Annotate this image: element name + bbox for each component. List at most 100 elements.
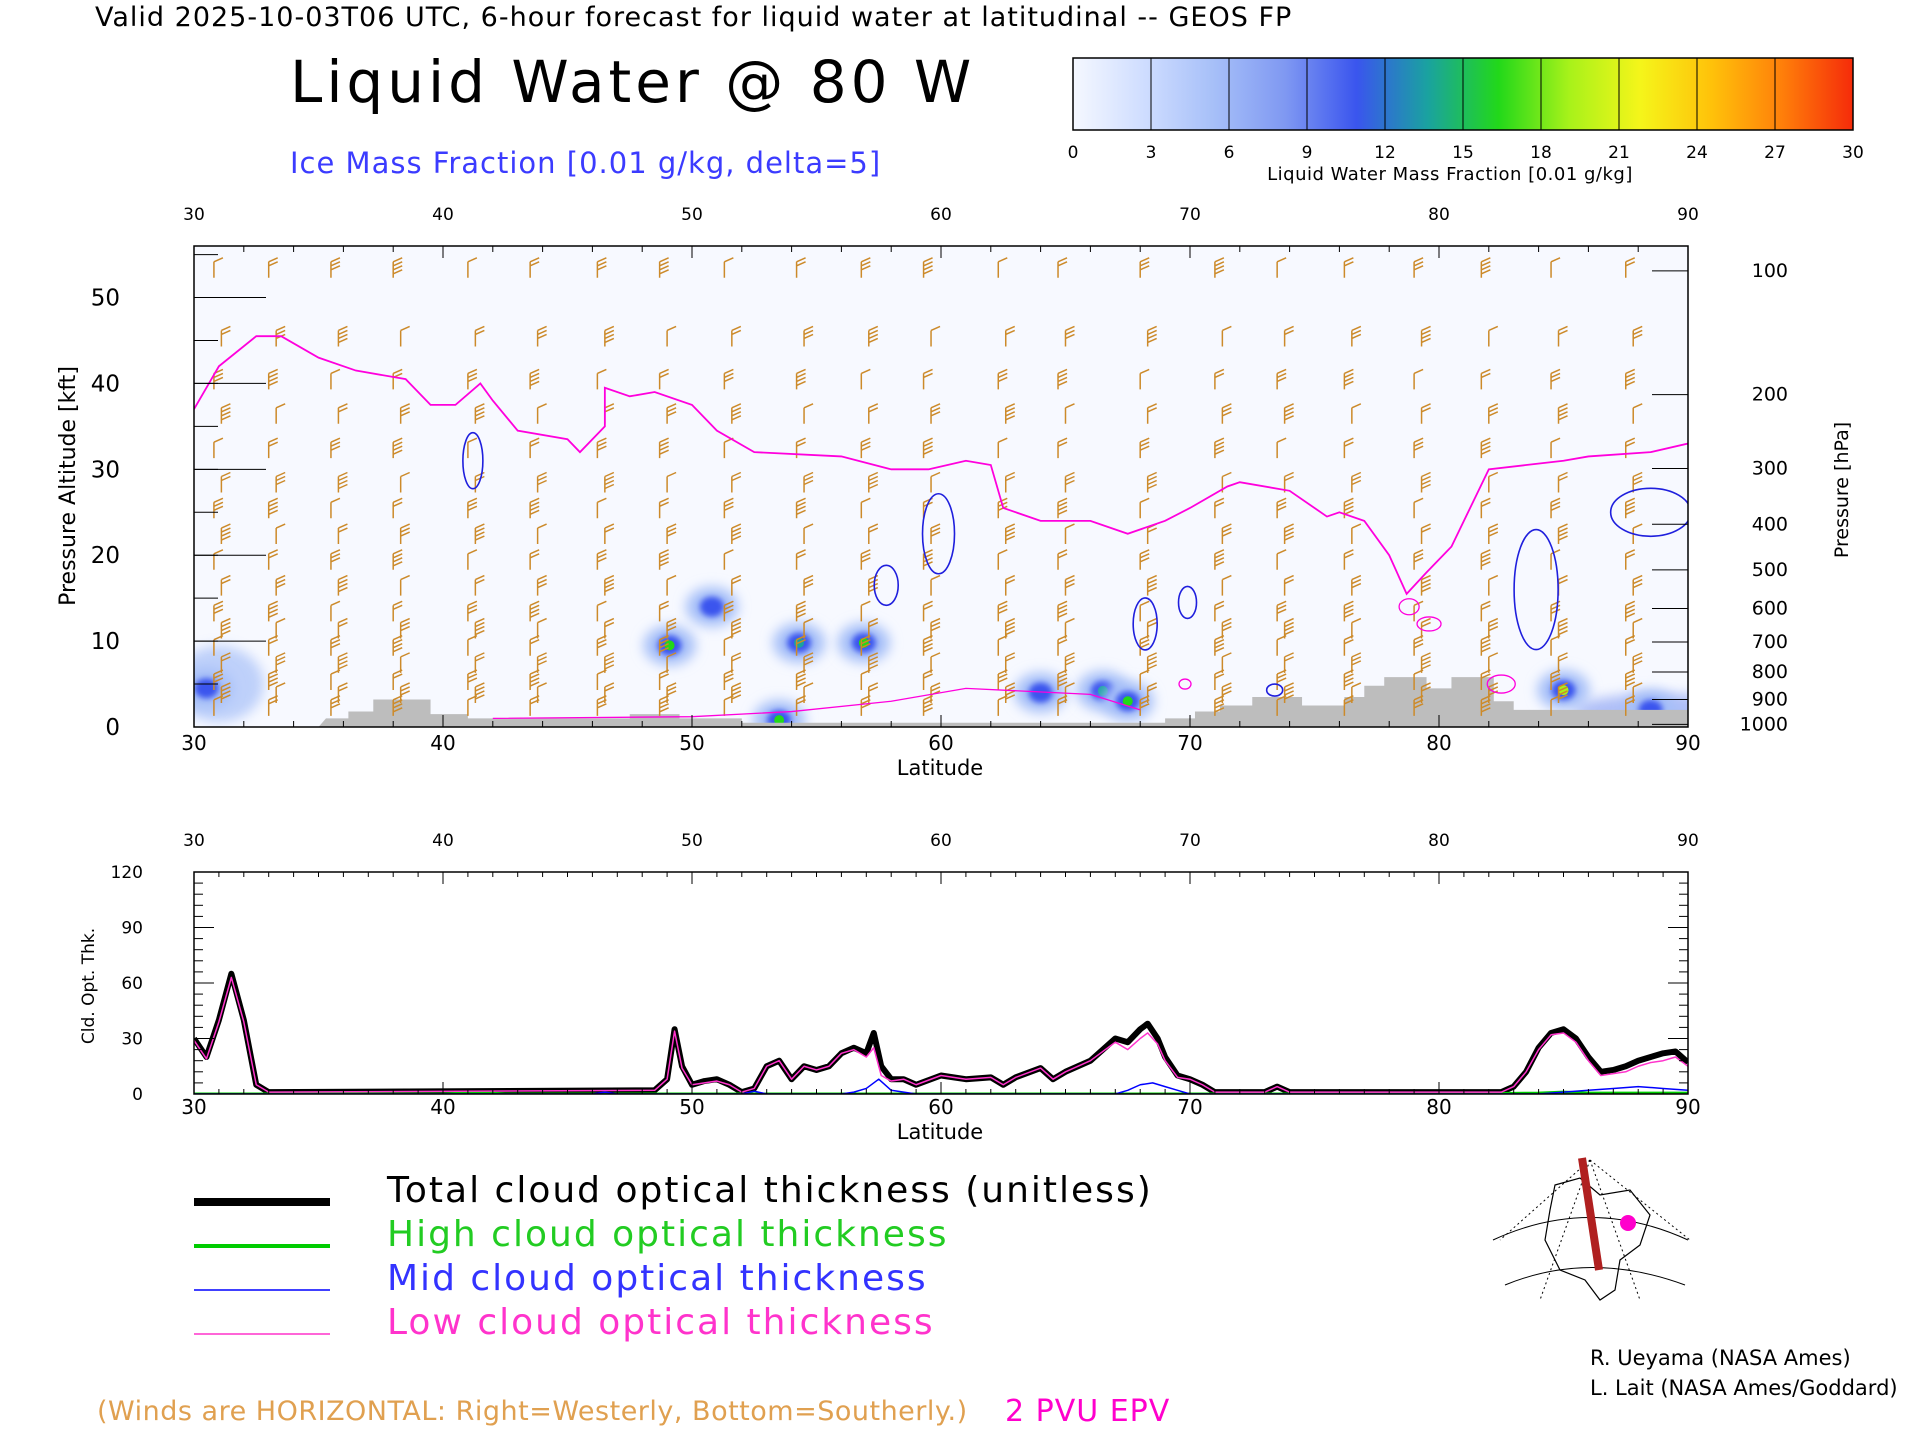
wind-barb: [666, 523, 677, 545]
colorbar-tick-label: 12: [1374, 143, 1396, 163]
wind-barb: [723, 600, 734, 622]
wind-barb: [997, 669, 1008, 691]
wind-barb: [467, 257, 478, 278]
wind-barb: [868, 523, 879, 545]
terrain: [194, 677, 1688, 727]
wind-barb: [1557, 471, 1568, 493]
ice-contour: [1609, 487, 1688, 538]
wind-barb: [1139, 695, 1150, 716]
cot-x-tick-label: 80: [1426, 1095, 1451, 1119]
colorbar-tick-label: 18: [1530, 143, 1552, 163]
wind-barb: [1413, 549, 1424, 570]
wind-barb: [1139, 669, 1150, 691]
wind-barb: [731, 523, 742, 545]
wind-barb: [529, 368, 540, 390]
wind-barb: [529, 437, 540, 459]
y-tick-label: 20: [91, 543, 120, 569]
cot-x-tick-label-top: 70: [1179, 831, 1201, 851]
wind-barb: [1413, 635, 1424, 656]
wind-barb: [1146, 325, 1157, 347]
wind-barb: [474, 325, 485, 347]
cot-x-tick-label-top: 50: [681, 831, 703, 851]
wind-barb: [1351, 471, 1362, 493]
colorbar-tick-label: 0: [1068, 143, 1079, 163]
wind-barb: [330, 549, 341, 570]
wind-barb: [399, 574, 410, 596]
wind-barb: [1146, 652, 1157, 673]
wind-barb: [467, 368, 478, 390]
x-tick-label-top: 60: [930, 205, 952, 225]
wind-barb: [213, 368, 224, 390]
wind-barb: [1480, 669, 1491, 691]
wind-barb: [275, 652, 286, 673]
wind-barb: [474, 403, 485, 424]
colorbar-tick-label: 6: [1224, 143, 1235, 163]
pvu-2-line: [194, 335, 1688, 596]
wind-barb: [1004, 403, 1016, 424]
wind-barb: [1420, 471, 1431, 493]
ice-contour: [1177, 585, 1198, 620]
wind-barb: [1057, 635, 1068, 656]
x-tick-label-top: 50: [681, 205, 703, 225]
y-tick-label: 40: [91, 371, 120, 397]
wind-barb: [658, 635, 669, 656]
cot-frame: [193, 871, 1689, 1095]
wind-barb: [1276, 437, 1287, 459]
wind-barb: [1550, 669, 1561, 691]
wind-barb: [868, 403, 879, 424]
x-tick-label: 80: [1426, 731, 1451, 755]
wind-barb: [658, 257, 669, 278]
wind-barb: [1064, 325, 1075, 347]
wind-barb: [1480, 437, 1491, 459]
wind-barb: [467, 600, 478, 622]
wind-barb: [1632, 403, 1643, 424]
liquid-water-blob: [699, 596, 724, 617]
wind-barb: [1343, 497, 1354, 519]
wind-barb: [1214, 695, 1225, 716]
cot-x-axis-label: Latitude: [897, 1120, 983, 1144]
wind-barb: [604, 325, 615, 347]
wind-barb: [392, 437, 403, 459]
wind-barb: [922, 635, 933, 656]
wind-barb: [1413, 257, 1424, 278]
wind-barb: [392, 669, 403, 691]
wind-barb: [1625, 497, 1636, 519]
wind-barb: [1550, 497, 1561, 519]
wind-barb: [536, 403, 547, 424]
wind-barb: [795, 437, 806, 459]
wind-barb: [1283, 682, 1294, 703]
wind-barb: [596, 497, 607, 519]
wind-barb: [1004, 574, 1016, 596]
wind-barb: [666, 617, 677, 639]
ice-contour: [462, 431, 484, 490]
cot-y-tick-label: 120: [111, 863, 143, 883]
wind-barb: [467, 695, 478, 716]
wind-barb: [868, 652, 879, 673]
wind-barb: [213, 635, 224, 656]
wind-barb: [1550, 257, 1561, 278]
wind-barb: [267, 669, 279, 691]
wind-barb: [922, 368, 933, 390]
pressure-tick-label: 300: [1752, 457, 1788, 479]
ice-contour: [1513, 528, 1559, 651]
wind-barb: [666, 574, 677, 596]
wind-barb: [604, 574, 615, 596]
wind-barb: [1004, 523, 1016, 545]
wind-barb: [392, 695, 403, 716]
wind-barb: [596, 695, 607, 716]
wind-barb: [392, 257, 403, 278]
wind-barb: [392, 497, 403, 519]
ice-mass-fraction-label: Ice Mass Fraction [0.01 g/kg, delta=5]: [290, 146, 882, 180]
wind-barb: [1057, 669, 1068, 691]
liquid-water-cross-section: 3030404050506060707080809090010203040501…: [56, 205, 1853, 780]
wind-barb: [596, 669, 607, 691]
wind-barb: [1057, 549, 1068, 570]
y-tick-label: 50: [91, 286, 120, 312]
wind-barb: [337, 574, 348, 596]
map-meridian: [1589, 1159, 1691, 1241]
wind-barb: [795, 257, 806, 278]
wind-barb: [529, 600, 540, 622]
wind-barb: [997, 695, 1008, 716]
wind-barb: [723, 257, 734, 278]
wind-barb: [1351, 652, 1362, 673]
